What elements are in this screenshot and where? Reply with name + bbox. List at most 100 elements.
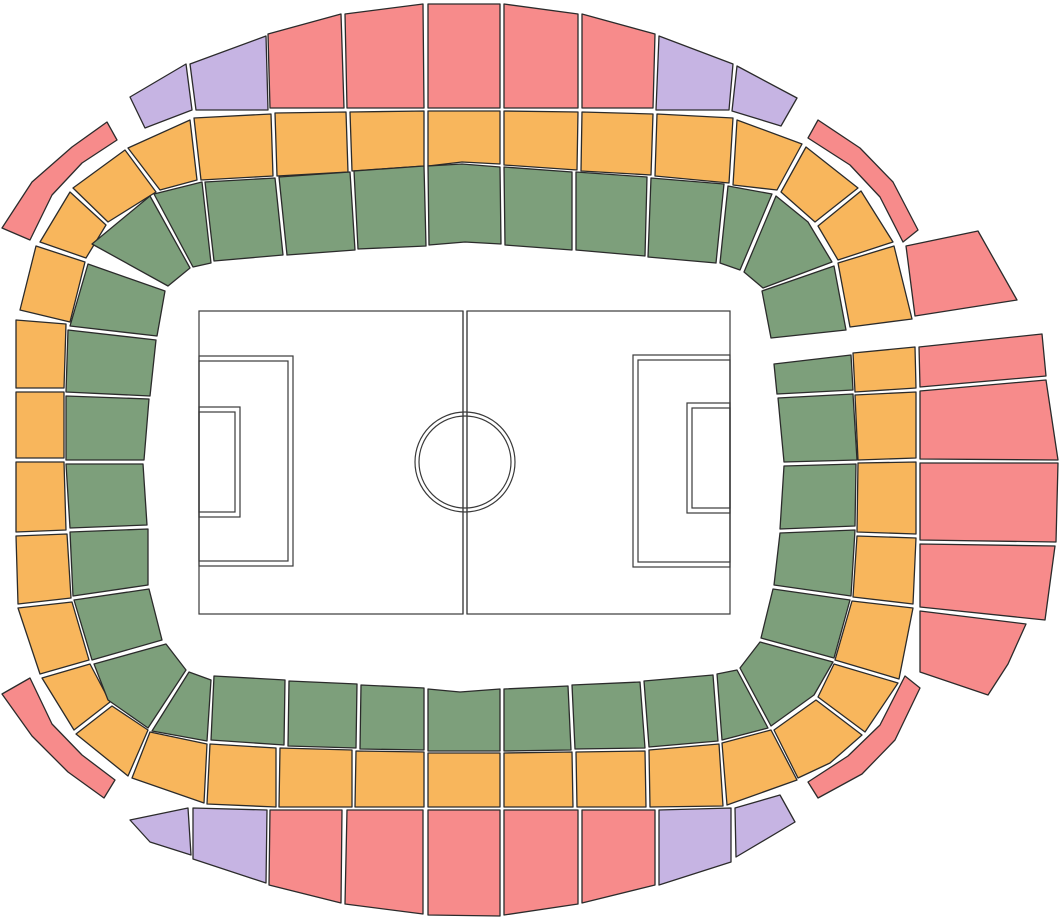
seat-section-outer-premium[interactable] — [807, 119, 919, 243]
seat-section-middle-ring[interactable] — [503, 751, 574, 808]
seat-section-middle-ring[interactable] — [206, 743, 277, 808]
seat-section-outer-premium[interactable] — [1, 121, 118, 241]
seat-section-outer-premium[interactable] — [503, 809, 579, 916]
seat-section-middle-ring[interactable] — [852, 535, 917, 605]
seat-section-inner-ring[interactable] — [773, 354, 854, 395]
seat-section-outer-premium[interactable] — [344, 809, 424, 915]
seat-section-middle-ring[interactable] — [15, 461, 67, 533]
seat-section-middle-ring[interactable] — [15, 319, 67, 389]
seat-section-inner-ring[interactable] — [210, 675, 286, 746]
seat-section-middle-ring[interactable] — [817, 190, 894, 261]
seat-section-inner-ring[interactable] — [69, 263, 166, 337]
seat-section-inner-ring[interactable] — [69, 528, 149, 597]
seat-section-outer-corner[interactable] — [192, 807, 268, 884]
seat-section-inner-ring[interactable] — [287, 680, 358, 749]
seat-section-inner-ring[interactable] — [773, 529, 856, 597]
seat-section-outer-corner[interactable] — [189, 35, 269, 111]
seat-section-middle-ring[interactable] — [19, 245, 86, 323]
seat-section-outer-premium[interactable] — [344, 3, 425, 109]
seat-section-inner-ring[interactable] — [571, 681, 646, 750]
seat-section-outer-premium[interactable] — [581, 809, 656, 904]
seat-section-middle-ring[interactable] — [75, 705, 149, 777]
seat-section-inner-ring[interactable] — [91, 195, 191, 287]
seat-section-middle-ring[interactable] — [837, 245, 913, 328]
seat-section-outer-corner[interactable] — [734, 794, 796, 858]
seat-section-middle-ring[interactable] — [817, 663, 899, 733]
seat-section-middle-ring[interactable] — [427, 752, 501, 808]
seat-section-inner-ring[interactable] — [739, 641, 834, 727]
seat-section-inner-ring[interactable] — [643, 674, 719, 748]
seat-section-outer-corner[interactable] — [658, 807, 732, 886]
seat-section-outer-premium[interactable] — [267, 13, 345, 109]
seat-section-outer-corner[interactable] — [129, 63, 193, 129]
seat-section-middle-ring[interactable] — [852, 346, 917, 393]
seat-section-outer-premium[interactable] — [919, 379, 1059, 461]
seat-section-middle-ring[interactable] — [274, 111, 349, 177]
seat-section-outer-corner[interactable] — [655, 35, 734, 111]
seat-section-middle-ring[interactable] — [127, 119, 198, 191]
seat-section-middle-ring[interactable] — [15, 391, 65, 459]
seat-section-inner-ring[interactable] — [73, 588, 163, 661]
seat-section-outer-premium[interactable] — [503, 3, 579, 109]
seat-section-inner-ring[interactable] — [761, 265, 847, 339]
seat-section-middle-ring[interactable] — [278, 747, 353, 808]
seat-section-outer-premium[interactable] — [919, 462, 1059, 543]
seat-section-middle-ring[interactable] — [17, 601, 90, 675]
seat-section-middle-ring[interactable] — [732, 119, 803, 191]
seat-section-middle-ring[interactable] — [39, 191, 107, 259]
seat-section-inner-ring[interactable] — [760, 588, 851, 659]
seat-section-inner-ring[interactable] — [719, 185, 773, 271]
seat-section-inner-ring[interactable] — [278, 171, 356, 256]
seat-section-inner-ring[interactable] — [151, 671, 212, 742]
seat-section-middle-ring[interactable] — [354, 750, 425, 808]
seat-section-middle-ring[interactable] — [834, 600, 914, 680]
seat-section-middle-ring[interactable] — [503, 110, 579, 171]
seat-section-inner-ring[interactable] — [779, 463, 857, 530]
seat-section-middle-ring[interactable] — [349, 110, 425, 172]
seat-section-middle-ring[interactable] — [854, 391, 917, 461]
seat-section-inner-ring[interactable] — [777, 393, 858, 463]
seat-section-outer-premium[interactable] — [427, 3, 501, 109]
seat-section-outer-corner[interactable] — [129, 807, 192, 856]
seat-section-inner-ring[interactable] — [743, 195, 833, 289]
seat-section-inner-ring[interactable] — [716, 669, 769, 741]
seat-section-inner-ring[interactable] — [503, 166, 573, 251]
seat-section-middle-ring[interactable] — [780, 146, 859, 223]
seat-section-middle-ring[interactable] — [654, 113, 734, 184]
seat-section-inner-ring[interactable] — [575, 171, 648, 257]
seat-section-middle-ring[interactable] — [580, 111, 654, 176]
seat-section-outer-premium[interactable] — [581, 13, 656, 109]
seat-section-middle-ring[interactable] — [648, 743, 724, 808]
seat-section-outer-premium[interactable] — [427, 809, 501, 917]
seat-section-inner-ring[interactable] — [427, 688, 501, 752]
seat-section-middle-ring[interactable] — [427, 110, 501, 167]
seat-section-inner-ring[interactable] — [153, 181, 212, 268]
seat-section-inner-ring[interactable] — [427, 163, 502, 246]
seat-section-inner-ring[interactable] — [647, 177, 725, 264]
seat-section-inner-ring[interactable] — [65, 395, 150, 461]
seat-section-inner-ring[interactable] — [204, 177, 284, 262]
seat-section-middle-ring[interactable] — [72, 149, 157, 223]
seat-section-outer-premium[interactable] — [919, 543, 1056, 621]
seat-section-outer-premium[interactable] — [268, 809, 343, 904]
seat-section-outer-premium[interactable] — [918, 333, 1047, 388]
seat-section-inner-ring[interactable] — [65, 329, 157, 397]
seat-section-middle-ring[interactable] — [193, 113, 274, 181]
seat-section-inner-ring[interactable] — [353, 165, 427, 250]
seat-section-inner-ring[interactable] — [93, 643, 187, 729]
seat-section-inner-ring[interactable] — [65, 463, 148, 529]
seat-section-inner-ring[interactable] — [503, 685, 572, 752]
seat-section-middle-ring[interactable] — [15, 533, 72, 605]
seat-section-inner-ring[interactable] — [359, 684, 425, 751]
seat-section-outer-premium[interactable] — [905, 230, 1018, 317]
seat-section-middle-ring[interactable] — [721, 729, 798, 806]
seat-section-outer-premium[interactable] — [1, 677, 116, 799]
seat-section-outer-premium[interactable] — [807, 675, 921, 799]
seat-section-middle-ring[interactable] — [131, 731, 208, 804]
seat-section-middle-ring[interactable] — [773, 699, 863, 779]
seat-section-middle-ring[interactable] — [575, 750, 647, 808]
seat-section-middle-ring[interactable] — [856, 461, 917, 535]
seat-section-outer-corner[interactable] — [731, 65, 798, 127]
seat-section-outer-premium[interactable] — [919, 610, 1027, 696]
